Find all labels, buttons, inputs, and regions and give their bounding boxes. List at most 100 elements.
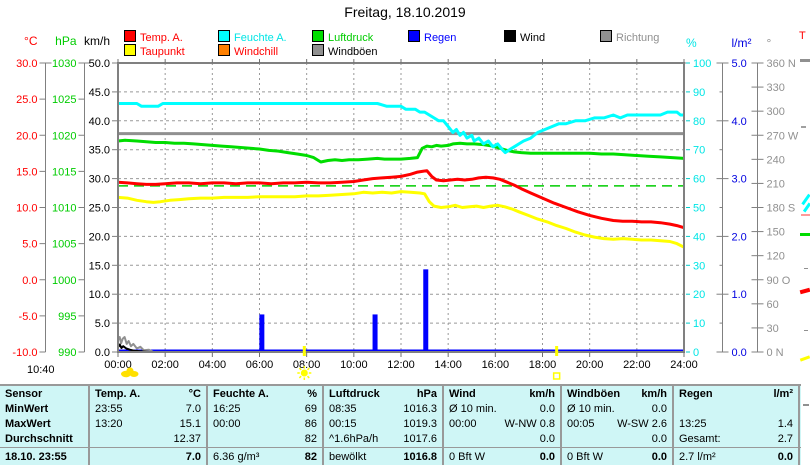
x-axis-label: 22:00 bbox=[623, 359, 651, 371]
legend-item-luftdruck: Luftdruck bbox=[312, 30, 374, 44]
cell-value: 86 bbox=[304, 418, 317, 430]
cell-left: 00:15 bbox=[329, 418, 357, 430]
legend-item-taupunkt: Taupunkt bbox=[124, 44, 185, 58]
cell-left: 2.7 l/m² bbox=[679, 451, 716, 463]
cell-value: 0.0 bbox=[539, 433, 555, 445]
axis-unit-label: % bbox=[686, 36, 697, 50]
min-row: Ø 10 min. 0.0 bbox=[449, 402, 555, 417]
cell-value: W-SW 2.6 bbox=[617, 418, 667, 430]
sun-duration-label: 10:40 bbox=[27, 364, 55, 376]
legend-label: Luftdruck bbox=[328, 32, 374, 44]
current-row: 7.0 bbox=[95, 450, 201, 465]
series-feuchte-a- bbox=[118, 102, 684, 155]
x-axis-label: 02:00 bbox=[151, 359, 179, 371]
axis-tick-label: 45.0 bbox=[89, 87, 110, 99]
page-title: Freitag, 18.10.2019 bbox=[344, 4, 466, 20]
table-column-windb-en: Windböen km/h Ø 10 min. 0.0 00:05 W-SW 2.6 0.0… bbox=[560, 386, 672, 465]
cell-value: 1016.3 bbox=[403, 403, 437, 415]
axis-unit-label: l/m² bbox=[732, 36, 752, 50]
axis-tick-label: 330 bbox=[767, 82, 785, 94]
axis-tick-label: 210 bbox=[767, 178, 785, 190]
cell-value: 12.37 bbox=[173, 433, 201, 445]
cell-left: 18.10. 23:55 bbox=[5, 451, 67, 463]
cell-value: 1019.3 bbox=[403, 418, 437, 430]
summary-table: Sensor MinWert MaxWert Durchschnitt 18.10. 2… bbox=[0, 384, 801, 465]
axis-tick-label: 1010 bbox=[52, 203, 76, 215]
axis-tick-label: 25.0 bbox=[16, 94, 37, 106]
axis-tick-label: -5.0 bbox=[19, 311, 38, 323]
axis-tick-label: 1.0 bbox=[732, 289, 747, 301]
legend-label: Windchill bbox=[234, 46, 279, 58]
current-row: 0 Bft W 0.0 bbox=[567, 450, 667, 465]
max-row: 00:00 86 bbox=[213, 417, 317, 432]
axis-tick-label: 15.0 bbox=[16, 166, 37, 178]
cell-value: 0.0 bbox=[539, 403, 555, 415]
cell-left: Ø 10 min. bbox=[567, 403, 615, 415]
column-header: Temp. A. °C bbox=[95, 387, 201, 402]
x-axis-label: 16:00 bbox=[482, 359, 510, 371]
axis-tick-label: 10.0 bbox=[16, 203, 37, 215]
axis-tick-label: 0.0 bbox=[732, 347, 747, 359]
axis-unit-label: hPa bbox=[55, 34, 77, 48]
cell-left: Regen bbox=[679, 388, 713, 400]
cell-value: 0.0 bbox=[651, 451, 667, 463]
axis-tick-label: 300 bbox=[767, 106, 785, 118]
x-axis-label: 12:00 bbox=[387, 359, 415, 371]
cut-off-legend-text: T bbox=[799, 30, 806, 42]
axis-tick-label: 25.0 bbox=[89, 203, 110, 215]
cell-left: Gesamt: bbox=[679, 433, 721, 445]
cell-left: Temp. A. bbox=[95, 388, 141, 400]
cell-left: Feuchte A. bbox=[213, 388, 269, 400]
series-windb-en bbox=[117, 336, 684, 353]
weather-chart: 00:00 02:00 04:00 06:00 08:00 10:00 12:00 14:00… bbox=[12, 34, 799, 380]
cell-left: MinWert bbox=[5, 403, 49, 415]
column-header: Luftdruck hPa bbox=[329, 387, 437, 402]
next-panel-mark bbox=[801, 214, 810, 216]
cell-value: 0.0 bbox=[539, 451, 555, 463]
cell-left: Durchschnitt bbox=[5, 433, 73, 445]
cell-value: % bbox=[307, 388, 317, 400]
min-row: 16:25 69 bbox=[213, 402, 317, 417]
column-header: Regen l/m² bbox=[679, 387, 793, 402]
axis-tick-label: 30.0 bbox=[89, 174, 110, 186]
cell-left: 00:00 bbox=[213, 418, 241, 430]
sun-cloud-icon bbox=[121, 367, 139, 378]
legend-item-windchill: Windchill bbox=[218, 44, 279, 58]
current-row: bewölkt 1016.8 bbox=[329, 450, 437, 465]
legend-label: Richtung bbox=[616, 32, 660, 44]
axis-tick-label: 270 W bbox=[767, 130, 799, 142]
axis-tick-label: 30 bbox=[693, 260, 705, 272]
axis-tick-label: 120 bbox=[767, 251, 785, 263]
max-row: 13:25 1.4 bbox=[679, 417, 793, 432]
axis-tick-label: 0.0 bbox=[22, 275, 37, 287]
axis-tick-label: 1000 bbox=[52, 275, 76, 287]
cell-left: 23:55 bbox=[95, 403, 123, 415]
row-label: Sensor bbox=[5, 387, 83, 402]
axis-tick-label: 40 bbox=[693, 231, 705, 243]
cell-value: W-NW 0.8 bbox=[504, 418, 555, 430]
cell-value: 82 bbox=[304, 451, 317, 463]
axis-tick-label: 50.0 bbox=[89, 58, 110, 70]
cell-value: 15.1 bbox=[179, 418, 201, 430]
cell-left: ^1.6hPa/h bbox=[329, 433, 379, 445]
axis-tick-label: 1015 bbox=[52, 166, 76, 178]
max-row: 00:15 1019.3 bbox=[329, 417, 437, 432]
cell-value: 69 bbox=[304, 403, 317, 415]
axis-tick-label: 50 bbox=[693, 203, 705, 215]
axis-tick-label: 150 bbox=[767, 227, 785, 239]
avg-row: 12.37 bbox=[95, 432, 201, 447]
legend-item-temp-a-: Temp. A. bbox=[124, 30, 183, 44]
x-axis-label: 24:00 bbox=[670, 359, 698, 371]
axis-tick-label: 180 S bbox=[767, 203, 796, 215]
axis-tick-label: 70 bbox=[693, 145, 705, 157]
axis-tick-label: 360 N bbox=[767, 58, 796, 70]
x-axis-label: 06:00 bbox=[246, 359, 274, 371]
table-column-temp-a-: Temp. A. °C 23:55 7.0 13:20 15.1 12.37 7.0 bbox=[88, 386, 206, 465]
axis-tick-label: 995 bbox=[58, 311, 76, 323]
axis-tick-label: 90 bbox=[693, 87, 705, 99]
cell-value: 1016.8 bbox=[403, 451, 437, 463]
legend-swatch bbox=[408, 30, 420, 42]
cell-value: 0.0 bbox=[651, 403, 667, 415]
legend-label: Wind bbox=[520, 32, 546, 44]
